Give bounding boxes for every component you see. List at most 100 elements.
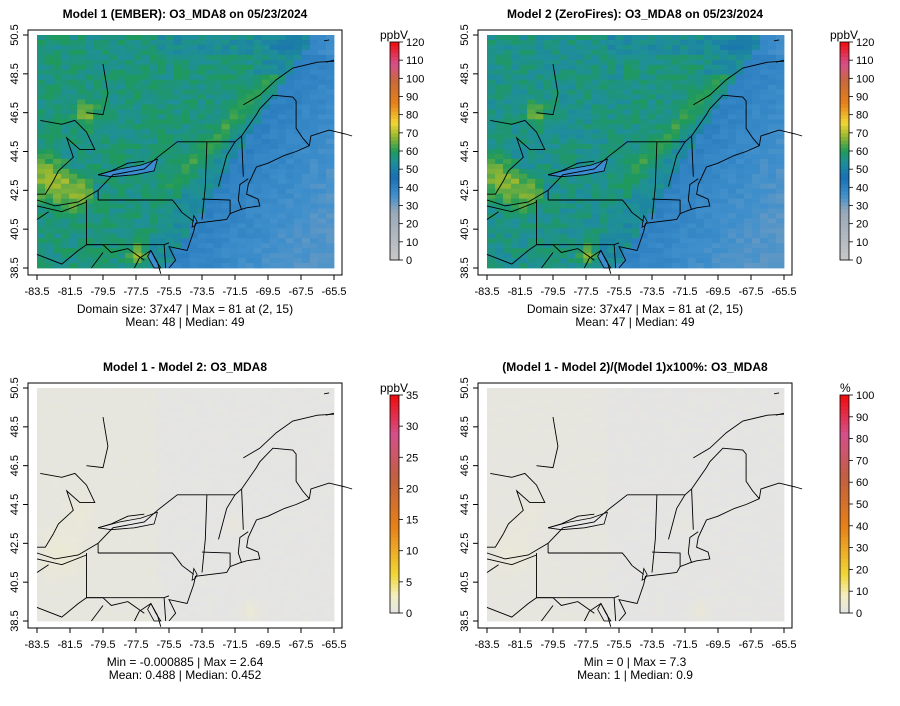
heatmap-cell (37, 452, 46, 458)
heatmap-cell (503, 188, 512, 195)
heatmap-cell (101, 248, 110, 254)
heatmap-cell (149, 188, 158, 195)
heatmap-cell (37, 144, 46, 150)
heatmap-cell (775, 35, 785, 41)
heatmap-cell (61, 576, 70, 582)
heatmap-cell (109, 44, 118, 51)
heatmap-cell (559, 119, 568, 125)
heatmap-cell (101, 492, 110, 498)
heatmap-cell (53, 536, 62, 543)
heatmap-cell (69, 497, 78, 503)
heatmap-cell (93, 64, 102, 71)
heatmap-cell (173, 104, 182, 110)
heatmap-cell (655, 44, 664, 51)
heatmap-cell (623, 168, 632, 175)
heatmap-cell (221, 228, 231, 234)
heatmap-cell (157, 437, 166, 443)
heatmap-cell (141, 49, 150, 56)
boundary-line (693, 60, 785, 106)
heatmap-cell (495, 193, 504, 199)
heatmap-cell (527, 153, 536, 160)
colorbar-swatch (390, 212, 399, 217)
heatmap-cell (77, 541, 86, 548)
heatmap-cell (53, 89, 62, 95)
heatmap-cell (141, 487, 150, 493)
heatmap-cell (285, 233, 295, 239)
heatmap-cell (277, 89, 287, 95)
heatmap-cell (229, 601, 239, 607)
heatmap-cell (197, 412, 206, 419)
heatmap-cell (125, 158, 134, 165)
heatmap-cell (109, 69, 118, 76)
heatmap-cell (117, 601, 126, 607)
heatmap-cell (125, 188, 134, 195)
heatmap-cell (535, 99, 544, 105)
x-tick-label: -67.5 (738, 286, 763, 298)
heatmap-cell (165, 407, 174, 414)
heatmap-cell (69, 188, 78, 195)
colorbar-swatch (840, 209, 849, 214)
boundary-line (547, 94, 760, 191)
heatmap-cell (77, 432, 86, 438)
heatmap-cell (197, 611, 206, 617)
heatmap-cell (61, 49, 70, 56)
heatmap-cell (607, 213, 616, 219)
heatmap-cell (37, 427, 46, 434)
heatmap-cell (37, 258, 46, 264)
heatmap-cell (213, 129, 223, 135)
colorbar-swatch (840, 190, 849, 196)
heatmap-cell (301, 233, 311, 239)
heatmap-cell (165, 163, 174, 170)
heatmap-cell (519, 163, 528, 170)
heatmap-cell (727, 168, 737, 175)
heatmap-cell (181, 566, 190, 572)
heatmap-cell (125, 576, 134, 582)
heatmap-cell (125, 571, 134, 577)
heatmap-cell (301, 168, 311, 175)
heatmap-cell (631, 54, 640, 61)
heatmap-cell (221, 79, 231, 85)
heatmap-cell (325, 213, 335, 219)
heatmap-cell (301, 59, 311, 66)
heatmap-cell (93, 198, 102, 204)
heatmap-cell (735, 35, 745, 41)
heatmap-cell (743, 64, 753, 71)
heatmap-cell (205, 173, 214, 180)
heatmap-cell (511, 35, 520, 41)
heatmap-cell (165, 506, 174, 513)
heatmap-cell (197, 89, 206, 95)
heatmap-cell (197, 173, 206, 180)
heatmap-cell (237, 442, 247, 448)
heatmap-cell (253, 94, 263, 100)
heatmap-cell (101, 467, 110, 473)
heatmap-cell (607, 39, 616, 46)
heatmap-cell (607, 149, 616, 155)
heatmap-cell (101, 173, 110, 180)
heatmap-cell (237, 84, 247, 90)
heatmap-cell (213, 144, 223, 150)
heatmap-cell (301, 79, 311, 85)
heatmap-cell (767, 35, 777, 41)
heatmap-cell (45, 79, 54, 85)
heatmap-cell (591, 114, 600, 120)
heatmap-cell (487, 44, 496, 51)
heatmap-cell (487, 238, 496, 244)
heatmap-cell (61, 388, 70, 394)
heatmap-cell (607, 178, 616, 185)
heatmap-cell (125, 551, 134, 557)
heatmap-cell (133, 447, 142, 453)
heatmap-cell (181, 432, 190, 438)
heatmap-cell (663, 183, 673, 190)
heatmap-cell (61, 213, 70, 219)
heatmap-cell (117, 427, 126, 434)
colorbar-swatch (390, 176, 399, 181)
heatmap-cell (117, 452, 126, 458)
heatmap-cell (101, 502, 110, 508)
heatmap-cell (719, 238, 729, 244)
heatmap-cell (157, 183, 166, 190)
heatmap-cell (551, 163, 560, 170)
heatmap-cell (261, 94, 271, 100)
heatmap-cell (165, 546, 174, 552)
heatmap-cell (607, 158, 616, 165)
heatmap-cell (575, 79, 584, 85)
